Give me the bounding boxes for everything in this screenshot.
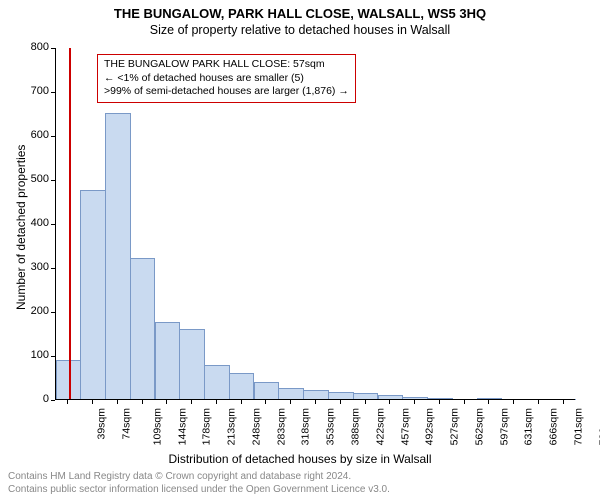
chart-title: THE BUNGALOW, PARK HALL CLOSE, WALSALL, … [0,0,600,21]
x-tick [117,400,118,404]
x-tick [340,400,341,404]
x-tick-label: 631sqm [523,408,535,445]
x-tick-label: 178sqm [201,408,213,445]
x-tick [464,400,465,404]
x-tick-label: 527sqm [448,408,460,445]
y-tick-label: 800 [17,41,49,53]
y-tick [51,48,55,49]
histogram-bar [254,382,280,400]
x-tick-label: 109sqm [151,408,163,445]
x-tick [488,400,489,404]
y-tick-label: 700 [17,85,49,97]
y-tick [51,92,55,93]
annotation-line-3: >99% of semi-detached houses are larger … [104,85,349,99]
x-tick-label: 422sqm [374,408,386,445]
x-tick [414,400,415,404]
histogram-bar [179,329,205,400]
x-tick [538,400,539,404]
footer-attribution: Contains HM Land Registry data © Crown c… [8,471,390,496]
y-tick-label: 200 [17,305,49,317]
x-tick [513,400,514,404]
reference-line [69,48,71,400]
histogram-bar [80,190,106,400]
y-tick [51,400,55,401]
x-tick-label: 701sqm [572,408,584,445]
x-tick [241,400,242,404]
annotation-box: THE BUNGALOW PARK HALL CLOSE: 57sqm← <1%… [97,54,356,103]
histogram-bar [105,113,131,400]
y-tick-label: 400 [17,217,49,229]
x-tick [365,400,366,404]
histogram-bar [204,365,230,400]
histogram-bar [130,258,156,400]
y-tick-label: 0 [17,393,49,405]
y-tick [51,180,55,181]
y-axis [55,48,56,400]
x-tick-label: 457sqm [399,408,411,445]
chart-plot-area: 010020030040050060070080039sqm74sqm109sq… [55,48,575,400]
x-tick [265,400,266,404]
y-tick [51,312,55,313]
x-tick-label: 492sqm [424,408,436,445]
x-tick [563,400,564,404]
x-tick [439,400,440,404]
x-tick [315,400,316,404]
x-tick [166,400,167,404]
x-tick [290,400,291,404]
y-tick-label: 600 [17,129,49,141]
x-tick [216,400,217,404]
x-tick-label: 39sqm [96,408,108,440]
y-tick [51,224,55,225]
x-tick-label: 597sqm [498,408,510,445]
x-tick-label: 248sqm [250,408,262,445]
histogram-bar [229,373,255,400]
x-tick-label: 283sqm [275,408,287,445]
y-tick-label: 500 [17,173,49,185]
x-tick [389,400,390,404]
x-tick [67,400,68,404]
x-tick-label: 388sqm [349,408,361,445]
x-tick-label: 74sqm [121,408,133,440]
x-tick-label: 213sqm [226,408,238,445]
y-tick-label: 100 [17,349,49,361]
histogram-bar [155,322,181,400]
x-tick [191,400,192,404]
footer-line-2: Contains public sector information licen… [8,484,390,497]
y-tick [51,356,55,357]
x-tick-label: 666sqm [547,408,559,445]
x-tick [142,400,143,404]
y-tick-label: 300 [17,261,49,273]
x-tick-label: 562sqm [473,408,485,445]
x-tick [92,400,93,404]
y-tick [51,136,55,137]
footer-line-1: Contains HM Land Registry data © Crown c… [8,471,390,484]
x-axis-label: Distribution of detached houses by size … [0,452,600,466]
y-tick [51,268,55,269]
x-tick-label: 353sqm [325,408,337,445]
chart-subtitle: Size of property relative to detached ho… [0,21,600,37]
x-tick-label: 144sqm [176,408,188,445]
annotation-line-1: THE BUNGALOW PARK HALL CLOSE: 57sqm [104,58,349,72]
annotation-line-2: ← <1% of detached houses are smaller (5) [104,72,349,86]
x-tick-label: 318sqm [300,408,312,445]
